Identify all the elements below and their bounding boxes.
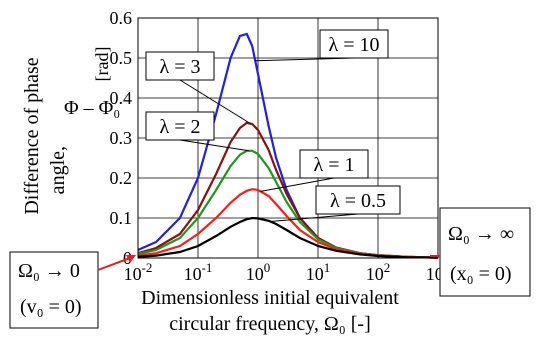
callout-box [145,111,215,141]
callout-label: λ = 3 [160,56,201,78]
callout-leader [179,139,249,152]
series-line [137,216,439,259]
callout-box [315,185,401,215]
callout-leader [179,79,251,125]
y-tick-labels: 00.10.20.30.40.50.6 [110,8,133,268]
limit-right-box [439,207,531,297]
callout-box [299,149,369,179]
callout-label: λ = 0.5 [330,190,386,212]
y-axis-title-line2: angle, [47,146,69,194]
x-axis-title-line1: Dimensionless initial equivalent [141,287,399,309]
chart-series [137,32,439,259]
limit-left-callout: Ω₀ → 0 (v₀ = 0) [9,251,136,329]
x-tick-labels: 10-210-1100101102103 [124,260,451,284]
y-tick-label: 0.3 [110,128,133,148]
callout-box [145,51,215,81]
callout-leader [260,177,335,192]
limit-right-line1: Ω₀ → ∞ [448,223,514,245]
y-axis-symbol: Φ – Φ₀ [64,97,120,119]
limit-left-arrow [97,257,131,271]
callout-box [319,29,389,59]
callout-leader [270,213,359,223]
x-axis-title-line2: circular frequency, Ω₀ [-] [169,313,371,335]
limit-right-line2: (x₀ = 0) [450,263,512,285]
limit-left-line2: (v₀ = 0) [20,296,82,318]
y-tick-label: 0.5 [110,48,133,68]
limit-left-line1: Ω₀ → 0 [18,260,80,282]
limit-right-callout: Ω₀ → ∞ (x₀ = 0) [430,207,531,297]
y-tick-label: 0.6 [110,8,133,28]
x-tick-label: 10-2 [124,260,153,284]
callout-label: λ = 1 [314,154,355,176]
y-axis-unit-group: [rad] [92,47,112,82]
y-tick-label: 0.1 [110,208,133,228]
x-tick-label: 102 [366,260,391,284]
y-tick-label: 0.4 [110,88,133,108]
x-tick-label: 101 [306,260,331,284]
y-axis-unit: [rad] [92,47,112,82]
y-axis-title-line1: Difference of phase [21,57,43,214]
callout-label: λ = 2 [160,116,201,138]
limit-left-arrowhead [126,255,136,263]
y-axis-title-2: angle, [47,146,69,194]
x-tick-label: 100 [246,260,271,284]
x-tick-label: 10-1 [184,260,213,284]
series-callouts: λ = 10 λ = 3 λ = 2 λ = 1 λ = 0.5 [145,29,401,223]
callout-label: λ = 10 [329,34,380,56]
plot-frame [137,17,439,259]
y-axis-title: Difference of phase [21,57,43,214]
y-tick-label: 0.2 [110,168,133,188]
limit-left-box [9,251,99,329]
